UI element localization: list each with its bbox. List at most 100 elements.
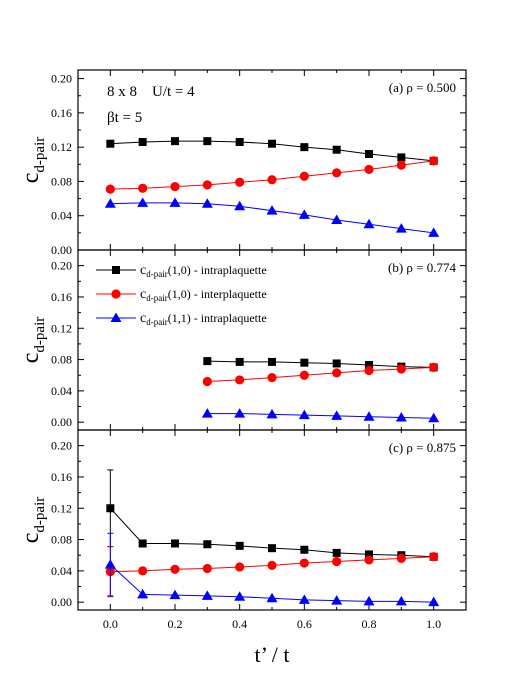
y-tick-label: 0.16 (51, 470, 72, 484)
data-point (137, 588, 149, 599)
data-point (105, 184, 115, 194)
legend-label-sub: d-pair (146, 317, 168, 327)
data-point (201, 590, 213, 600)
x-axis-label: t’ / t (254, 642, 289, 667)
data-point (300, 358, 309, 367)
panel-2: 0.00 0.04 0.08 0.12 0.16 0.20 cd-pair (c) ρ = 0… (18, 429, 467, 631)
data-point (171, 539, 179, 548)
data-point (396, 364, 406, 374)
data-point (137, 197, 149, 207)
x-tick-label: 0.0 (103, 617, 118, 631)
data-point (106, 504, 115, 513)
y-axis-label-sub: d-pair (32, 497, 48, 533)
data-point (201, 408, 213, 418)
panel-label: (c) ρ = 0.875 (389, 440, 456, 455)
x-tick-label: 0.4 (232, 617, 247, 631)
data-point (170, 564, 180, 574)
data-point (332, 359, 341, 368)
y-tick-label: 0.00 (51, 595, 72, 609)
y-tick-label: 0.04 (51, 564, 72, 578)
series-line-2 (207, 413, 434, 419)
y-tick-label: 0.12 (51, 321, 72, 335)
data-point (202, 563, 212, 574)
data-point (300, 545, 309, 554)
data-point (266, 408, 278, 419)
data-point (235, 138, 244, 146)
series-line-1 (110, 160, 434, 190)
data-point (169, 197, 181, 207)
data-point (428, 227, 440, 237)
legend-label-suffix: (1,0) - interplaquette (168, 287, 267, 301)
data-point (331, 595, 343, 605)
data-point (138, 183, 148, 193)
y-tick-label: 0.16 (51, 290, 72, 304)
data-point (171, 137, 179, 146)
data-point (234, 408, 246, 418)
y-axis-label-sub: d-pair (32, 317, 48, 353)
data-point (235, 541, 244, 550)
data-point (332, 548, 341, 557)
data-point (395, 223, 407, 233)
x-tick-label: 0.6 (297, 617, 312, 631)
data-point (298, 409, 310, 420)
data-point (300, 143, 309, 152)
data-point (267, 560, 277, 570)
y-axis-label: cd-pair (18, 317, 48, 363)
data-point (363, 595, 375, 606)
data-point (268, 544, 276, 553)
panel-label: (b) ρ = 0.774 (388, 260, 456, 275)
data-point (104, 198, 116, 208)
data-point (331, 410, 343, 420)
data-point (170, 181, 180, 192)
legend-label: cd-pair(1,0) - interplaquette (140, 287, 267, 303)
data-point (106, 139, 115, 148)
data-point (138, 566, 148, 576)
data-point (365, 150, 373, 158)
x-tick-label: 0.8 (362, 617, 377, 631)
legend-label-suffix: (1,0) - intraplaquette (168, 263, 267, 277)
y-tick-label: 0.12 (51, 140, 72, 154)
y-tick-label: 0.20 (51, 259, 72, 273)
data-point (365, 361, 373, 370)
data-point (332, 145, 341, 154)
panel-frame (77, 249, 467, 431)
data-point (235, 375, 245, 385)
data-point (299, 558, 309, 568)
y-tick-label: 0.20 (51, 72, 72, 86)
data-point (429, 156, 439, 166)
y-tick-label: 0.08 (51, 533, 72, 547)
data-point (363, 218, 375, 229)
data-point (235, 357, 244, 366)
data-point (138, 138, 147, 146)
data-point (364, 164, 374, 175)
series-line-0 (207, 360, 434, 368)
legend-label-main: c (140, 287, 146, 302)
data-point (429, 362, 439, 372)
y-tick-label: 0.20 (51, 439, 72, 453)
legend-marker (112, 266, 120, 274)
data-point (234, 591, 246, 601)
y-tick-label: 0.08 (51, 174, 72, 188)
panel-label: (a) ρ = 0.500 (389, 80, 456, 95)
data-point (428, 596, 440, 607)
series-line-1 (207, 366, 434, 382)
data-point (202, 376, 212, 387)
data-point (203, 540, 212, 549)
y-tick-label: 0.00 (51, 243, 72, 257)
data-point (267, 372, 277, 383)
x-tick-label: 0.2 (168, 617, 183, 631)
data-point (364, 555, 374, 565)
data-point (267, 175, 277, 185)
data-point (202, 180, 212, 190)
y-axis-label: cd-pair (18, 497, 48, 543)
data-point (331, 214, 343, 224)
data-point (364, 365, 374, 376)
data-point (268, 139, 276, 148)
data-point (299, 370, 309, 380)
legend-label-main: c (140, 311, 146, 326)
legend-label-suffix: (1,1) - intraplaquette (168, 311, 267, 325)
annotation-text: βt = 5 (107, 110, 142, 126)
y-axis-label-main: c (18, 173, 44, 184)
data-point (396, 553, 406, 563)
